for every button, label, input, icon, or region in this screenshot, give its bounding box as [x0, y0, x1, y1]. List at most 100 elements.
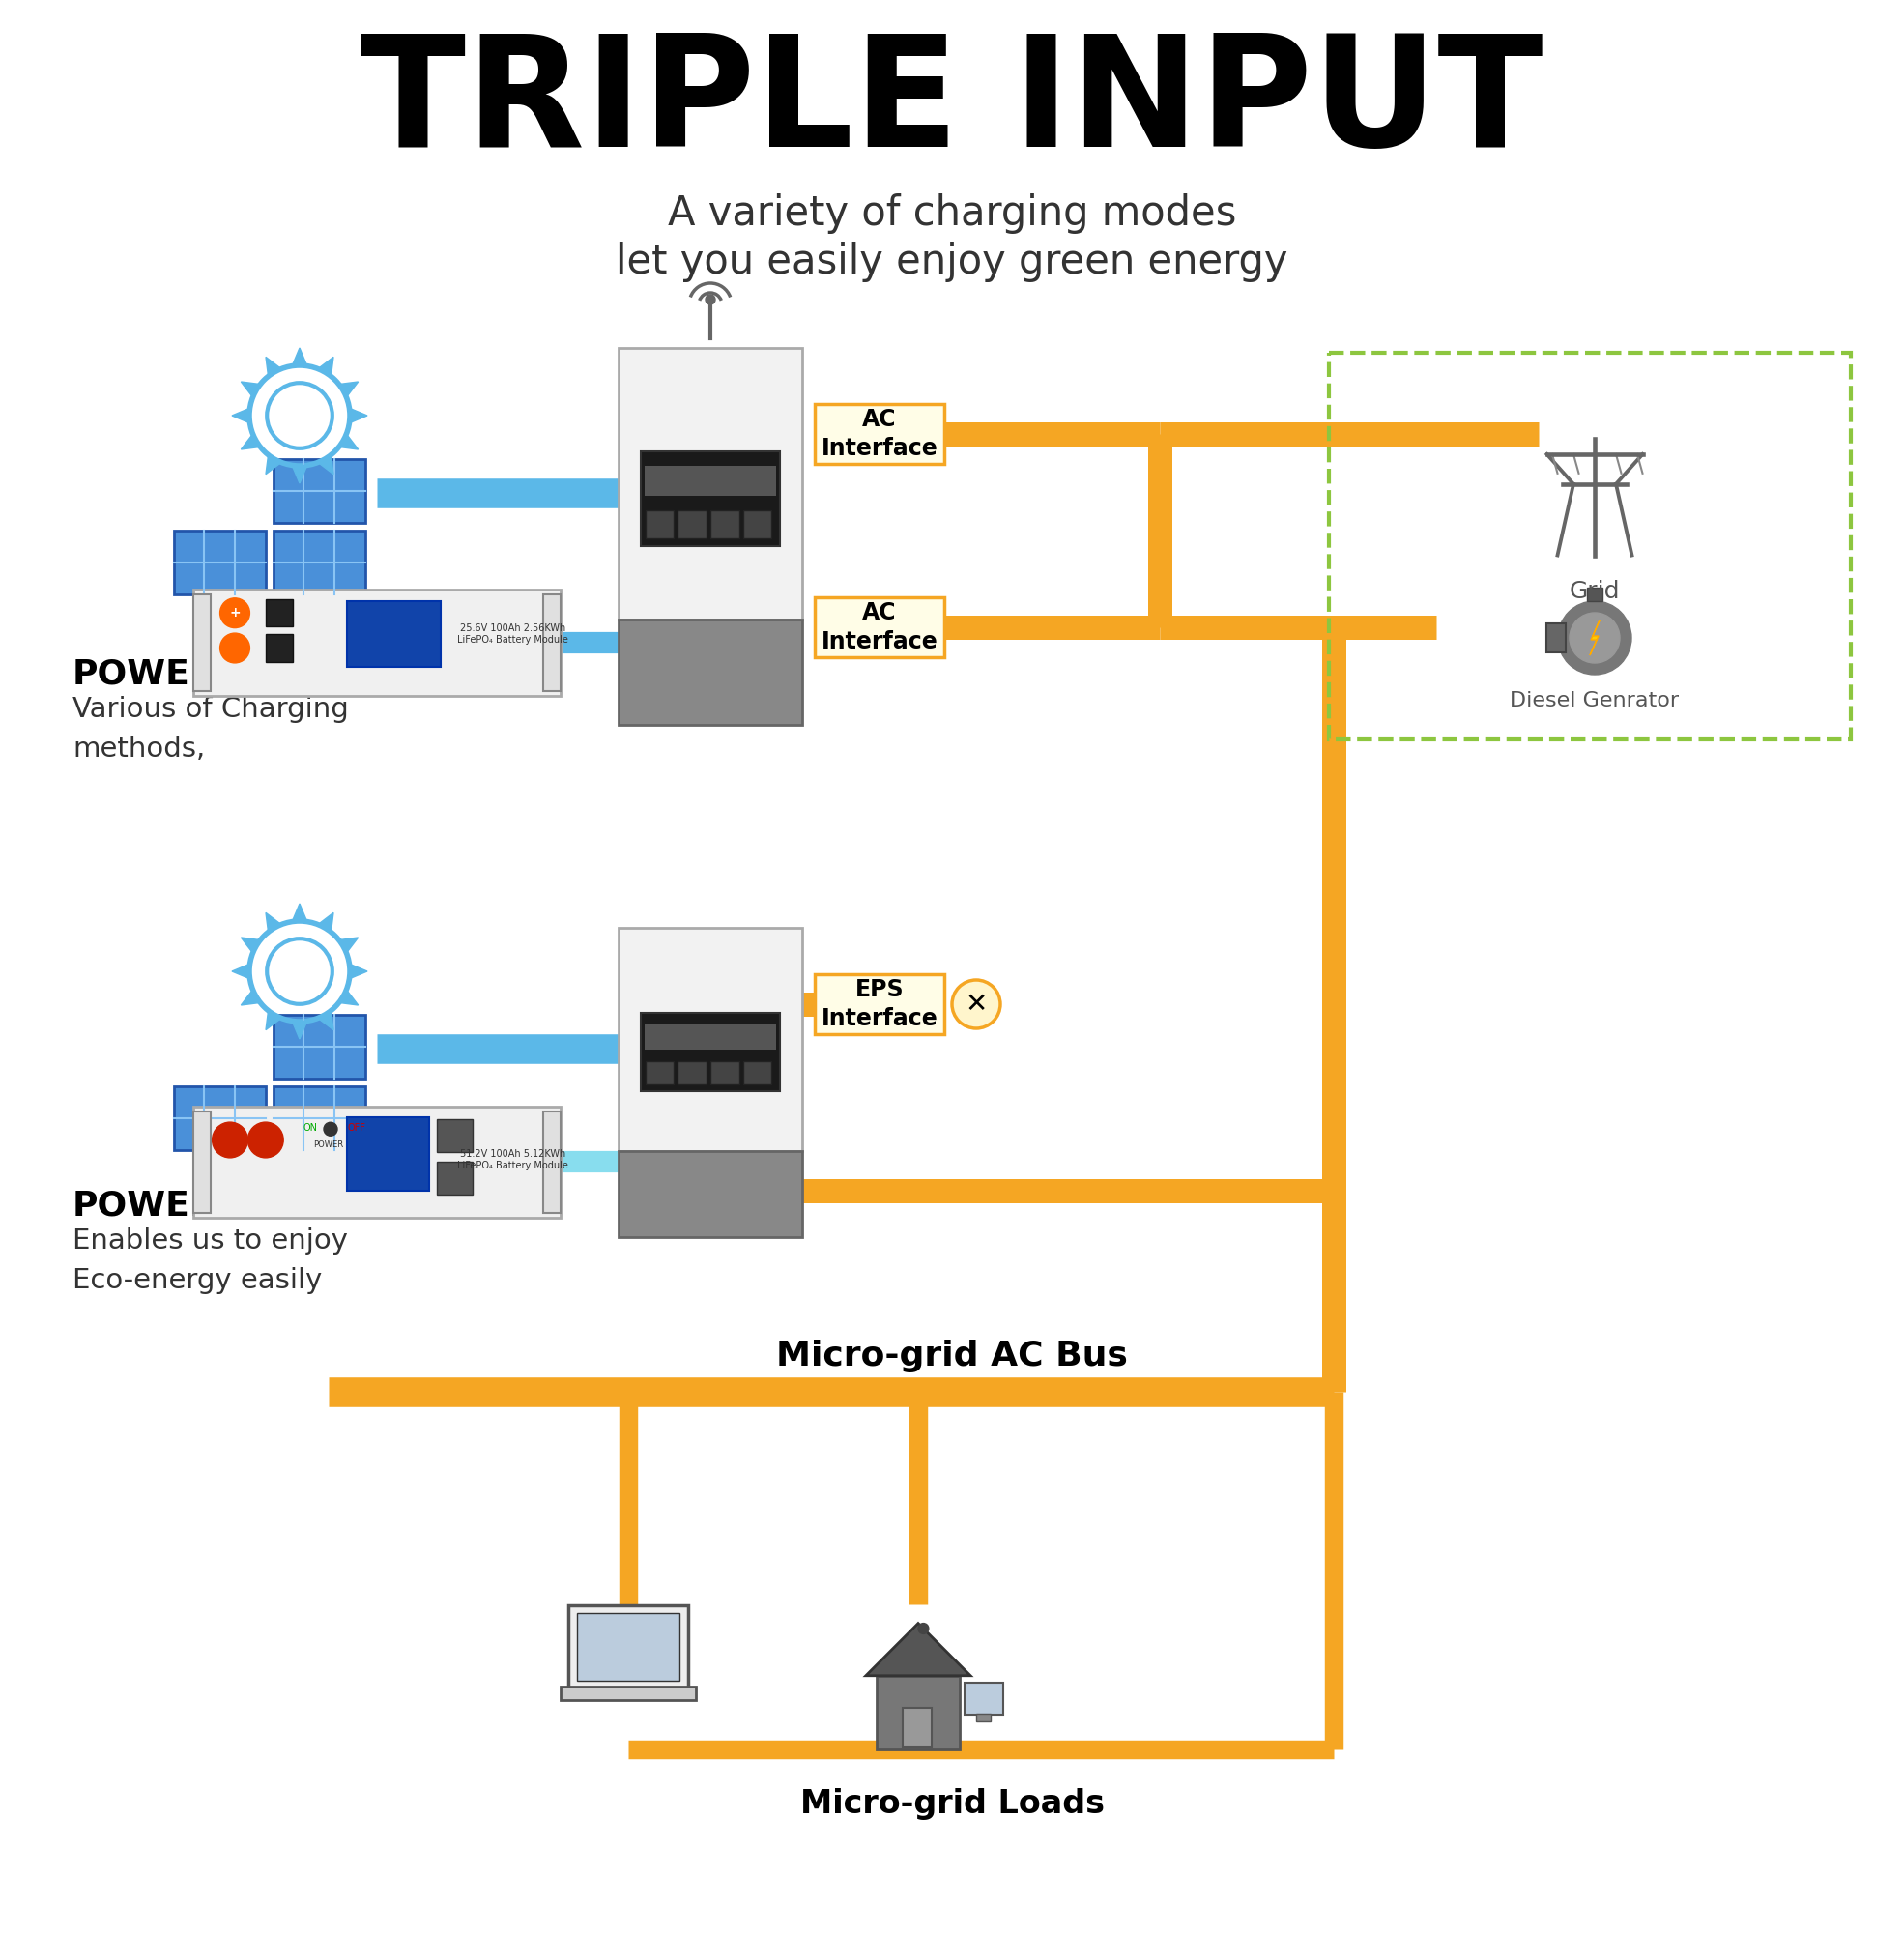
FancyBboxPatch shape — [267, 634, 293, 661]
FancyBboxPatch shape — [577, 1614, 680, 1680]
FancyBboxPatch shape — [438, 1119, 472, 1152]
Text: Micro-grid AC Bus: Micro-grid AC Bus — [777, 1340, 1127, 1372]
Text: TRIPLE INPUT: TRIPLE INPUT — [360, 29, 1544, 180]
Polygon shape — [1590, 620, 1599, 655]
Text: POWERWALL: POWERWALL — [72, 657, 326, 690]
Polygon shape — [291, 348, 307, 365]
Text: POWER: POWER — [312, 1140, 343, 1150]
FancyBboxPatch shape — [977, 1713, 990, 1722]
FancyBboxPatch shape — [274, 1015, 366, 1079]
FancyBboxPatch shape — [619, 928, 802, 1150]
Polygon shape — [291, 466, 307, 483]
FancyBboxPatch shape — [438, 1162, 472, 1195]
FancyBboxPatch shape — [644, 466, 777, 497]
FancyBboxPatch shape — [173, 530, 267, 595]
FancyBboxPatch shape — [274, 530, 366, 595]
FancyBboxPatch shape — [1588, 588, 1603, 601]
Polygon shape — [318, 912, 333, 932]
Polygon shape — [242, 990, 261, 1005]
Polygon shape — [242, 383, 261, 398]
Text: Micro-grid Loads: Micro-grid Loads — [800, 1788, 1104, 1821]
Polygon shape — [232, 408, 249, 423]
Polygon shape — [291, 1021, 307, 1040]
Text: ✕: ✕ — [965, 990, 988, 1017]
FancyBboxPatch shape — [815, 597, 944, 657]
Circle shape — [918, 1624, 929, 1633]
FancyBboxPatch shape — [274, 1086, 366, 1150]
FancyBboxPatch shape — [815, 974, 944, 1034]
FancyBboxPatch shape — [710, 1061, 739, 1084]
Circle shape — [221, 634, 249, 663]
Polygon shape — [267, 454, 282, 474]
Polygon shape — [267, 912, 282, 932]
Polygon shape — [339, 938, 358, 953]
Text: Grid: Grid — [1569, 580, 1620, 603]
Polygon shape — [232, 965, 249, 978]
FancyBboxPatch shape — [347, 1117, 428, 1191]
FancyBboxPatch shape — [815, 404, 944, 464]
Circle shape — [249, 365, 350, 466]
Text: 25.6V 100Ah 2.56KWh
LiFePO₄ Battery Module: 25.6V 100Ah 2.56KWh LiFePO₄ Battery Modu… — [457, 624, 567, 646]
FancyBboxPatch shape — [640, 450, 781, 547]
Text: ON: ON — [303, 1123, 318, 1133]
FancyBboxPatch shape — [173, 1086, 267, 1150]
Circle shape — [249, 922, 350, 1021]
FancyBboxPatch shape — [619, 1150, 802, 1237]
FancyBboxPatch shape — [194, 595, 211, 692]
FancyBboxPatch shape — [645, 510, 674, 539]
Text: let you easily enjoy green energy: let you easily enjoy green energy — [615, 242, 1289, 282]
Text: A variety of charging modes: A variety of charging modes — [668, 193, 1236, 234]
Polygon shape — [291, 905, 307, 922]
Text: AC
Interface: AC Interface — [821, 408, 939, 460]
Circle shape — [221, 597, 249, 628]
Circle shape — [267, 383, 333, 448]
FancyBboxPatch shape — [710, 510, 739, 539]
FancyBboxPatch shape — [267, 599, 293, 626]
Polygon shape — [267, 358, 282, 377]
FancyBboxPatch shape — [619, 348, 802, 619]
FancyBboxPatch shape — [902, 1707, 931, 1747]
FancyBboxPatch shape — [640, 1013, 781, 1090]
Circle shape — [1557, 601, 1632, 675]
FancyBboxPatch shape — [194, 590, 560, 696]
Polygon shape — [348, 408, 367, 423]
FancyBboxPatch shape — [678, 510, 706, 539]
FancyBboxPatch shape — [560, 1686, 695, 1701]
Text: EPS
Interface: EPS Interface — [821, 978, 939, 1030]
Circle shape — [324, 1123, 337, 1137]
FancyBboxPatch shape — [567, 1606, 687, 1689]
FancyBboxPatch shape — [876, 1676, 960, 1749]
FancyBboxPatch shape — [1546, 622, 1565, 653]
Circle shape — [952, 980, 1000, 1028]
FancyBboxPatch shape — [743, 510, 771, 539]
FancyBboxPatch shape — [678, 1061, 706, 1084]
Circle shape — [211, 1123, 248, 1158]
FancyBboxPatch shape — [347, 601, 440, 667]
Text: OFF: OFF — [347, 1123, 366, 1133]
FancyBboxPatch shape — [619, 619, 802, 725]
Text: Enables us to enjoy
Eco-energy easily: Enables us to enjoy Eco-energy easily — [72, 1227, 348, 1295]
FancyBboxPatch shape — [543, 595, 560, 692]
Text: Diesel Genrator: Diesel Genrator — [1510, 692, 1679, 709]
Polygon shape — [267, 1011, 282, 1030]
Circle shape — [1569, 613, 1620, 663]
Circle shape — [267, 939, 333, 1003]
Polygon shape — [339, 383, 358, 398]
Polygon shape — [242, 433, 261, 448]
Polygon shape — [318, 358, 333, 377]
Circle shape — [706, 294, 716, 303]
Polygon shape — [339, 990, 358, 1005]
Text: 51.2V 100Ah 5.12KWh
LiFePO₄ Battery Module: 51.2V 100Ah 5.12KWh LiFePO₄ Battery Modu… — [457, 1150, 567, 1169]
Text: AC
Interface: AC Interface — [821, 601, 939, 653]
Circle shape — [248, 1123, 284, 1158]
FancyBboxPatch shape — [963, 1684, 1003, 1715]
FancyBboxPatch shape — [194, 1106, 560, 1218]
Text: Various of Charging
methods,: Various of Charging methods, — [72, 696, 348, 764]
FancyBboxPatch shape — [274, 458, 366, 522]
Text: +: + — [228, 607, 240, 620]
FancyBboxPatch shape — [194, 1111, 211, 1214]
FancyBboxPatch shape — [645, 1061, 674, 1084]
Polygon shape — [318, 454, 333, 474]
FancyBboxPatch shape — [743, 1061, 771, 1084]
Polygon shape — [242, 938, 261, 953]
